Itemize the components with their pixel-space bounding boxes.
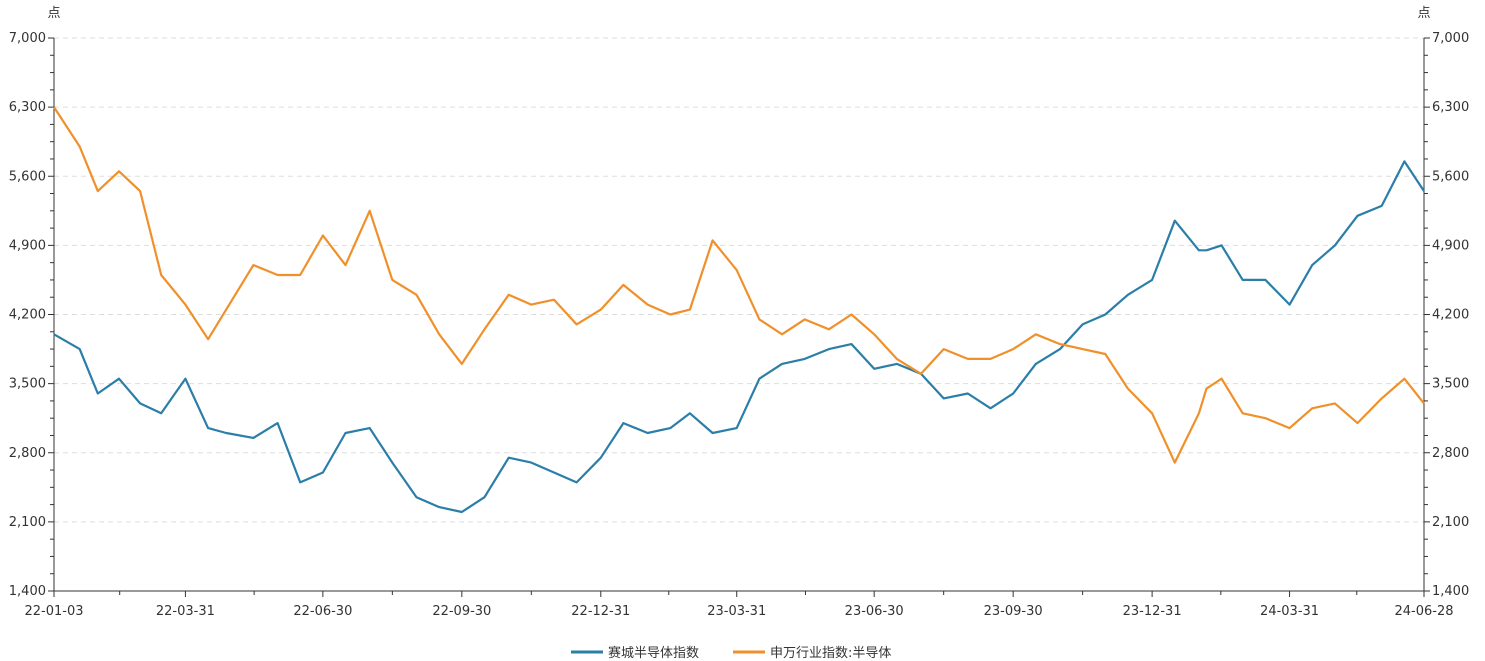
x-tick-label: 22-01-03: [24, 604, 83, 619]
grid-lines: [54, 37, 1424, 523]
legend-label: 申万行业指数:半导体: [770, 646, 891, 661]
y-tick-label-left: 7,000: [9, 31, 46, 46]
y-tick-label-right: 1,400: [1432, 584, 1469, 599]
y-tick-label-right: 2,800: [1432, 446, 1469, 461]
legend: 赛城半导体指数 申万行业指数:半导体: [571, 645, 891, 661]
x-tick-label: 23-09-30: [984, 604, 1043, 619]
series-lines: [53, 106, 1425, 514]
x-tick-label: 22-09-30: [432, 604, 491, 619]
y-tick-label-right: 7,000: [1432, 31, 1469, 46]
y-unit-left: 点: [47, 6, 60, 21]
y-unit-right: 点: [1417, 6, 1430, 21]
y-tick-label-left: 6,300: [9, 100, 46, 115]
y-tick-label-right: 6,300: [1432, 100, 1469, 115]
x-tick-label: 24-03-31: [1260, 604, 1319, 619]
x-tick-label: 23-06-30: [845, 604, 904, 619]
y-tick-label-left: 5,600: [9, 169, 46, 184]
y-tick-label-right: 2,100: [1432, 515, 1469, 530]
x-tick-label: 23-12-31: [1123, 604, 1182, 619]
legend-label: 赛城半导体指数: [608, 645, 699, 661]
x-tick-label: 22-03-31: [156, 604, 215, 619]
axes: 7,000 7,000 6,300 6,300 5,600 5,600 4,900 4,900…: [9, 31, 1469, 619]
x-tick-label: 22-12-31: [571, 604, 630, 619]
x-tick-label: 24-06-28: [1394, 604, 1453, 619]
x-tick-label: 23-03-31: [707, 604, 766, 619]
y-tick-label-left: 3,500: [9, 377, 46, 392]
y-tick-label-right: 3,500: [1432, 377, 1469, 392]
y-tick-label-left: 2,100: [9, 515, 46, 530]
series-line-1: [53, 160, 1425, 514]
y-tick-label-right: 5,600: [1432, 169, 1469, 184]
y-tick-label-left: 2,800: [9, 446, 46, 461]
y-tick-label-right: 4,200: [1432, 308, 1469, 323]
series-line-2: [53, 106, 1425, 464]
y-tick-label-left: 4,200: [9, 308, 46, 323]
y-tick-label-left: 1,400: [9, 584, 46, 599]
y-tick-label-right: 4,900: [1432, 238, 1469, 253]
x-tick-label: 22-06-30: [293, 604, 352, 619]
y-tick-label-left: 4,900: [9, 238, 46, 253]
